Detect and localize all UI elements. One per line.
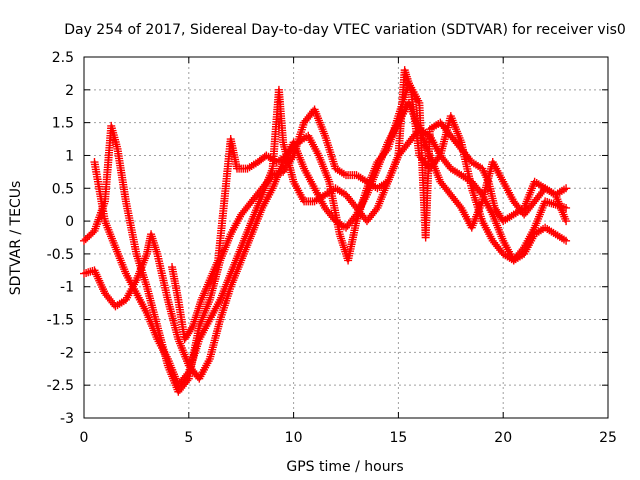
y-tick-label: -3 <box>60 411 74 427</box>
y-tick-label: 1.5 <box>52 116 74 132</box>
y-tick-label: 2.5 <box>52 50 74 66</box>
data-point <box>476 188 485 197</box>
x-tick-label: 20 <box>494 430 512 446</box>
y-tick-label: 0.5 <box>52 181 74 197</box>
y-tick-label: 0 <box>65 214 74 230</box>
data-layer <box>80 66 571 396</box>
y-tick-label: -0.5 <box>47 247 74 263</box>
data-point <box>562 236 571 245</box>
y-tick-label: 1 <box>65 148 74 164</box>
x-tick-label: 25 <box>599 430 617 446</box>
y-axis-label: SDTVAR / TECUs <box>8 181 24 296</box>
data-point <box>382 146 391 155</box>
data-point <box>187 323 196 332</box>
data-point <box>183 369 192 378</box>
grid <box>84 57 608 418</box>
y-tick-label: -1 <box>60 280 74 296</box>
series-track-d <box>168 79 571 344</box>
y-tick-label: -2.5 <box>47 378 74 394</box>
y-tick-label: 2 <box>65 83 74 99</box>
x-tick-label: 0 <box>80 430 89 446</box>
data-point <box>562 184 571 193</box>
data-point <box>562 217 571 226</box>
x-tick-label: 10 <box>285 430 303 446</box>
x-tick-label: 5 <box>184 430 193 446</box>
y-tick-label: -2 <box>60 345 74 361</box>
y-tick-label: -1.5 <box>47 313 74 329</box>
chart-title: Day 254 of 2017, Sidereal Day-to-day VTE… <box>64 22 626 38</box>
x-tick-label: 15 <box>389 430 407 446</box>
axis-ticks: 0 5 10 15 20 25 -3 -2.5 -2 -1.5 -1 -0.5 0 0.5 1 1.5 2 2.5 <box>47 50 617 446</box>
x-axis-label: GPS time / hours <box>286 459 403 475</box>
data-point <box>371 205 380 214</box>
data-point <box>455 202 464 211</box>
